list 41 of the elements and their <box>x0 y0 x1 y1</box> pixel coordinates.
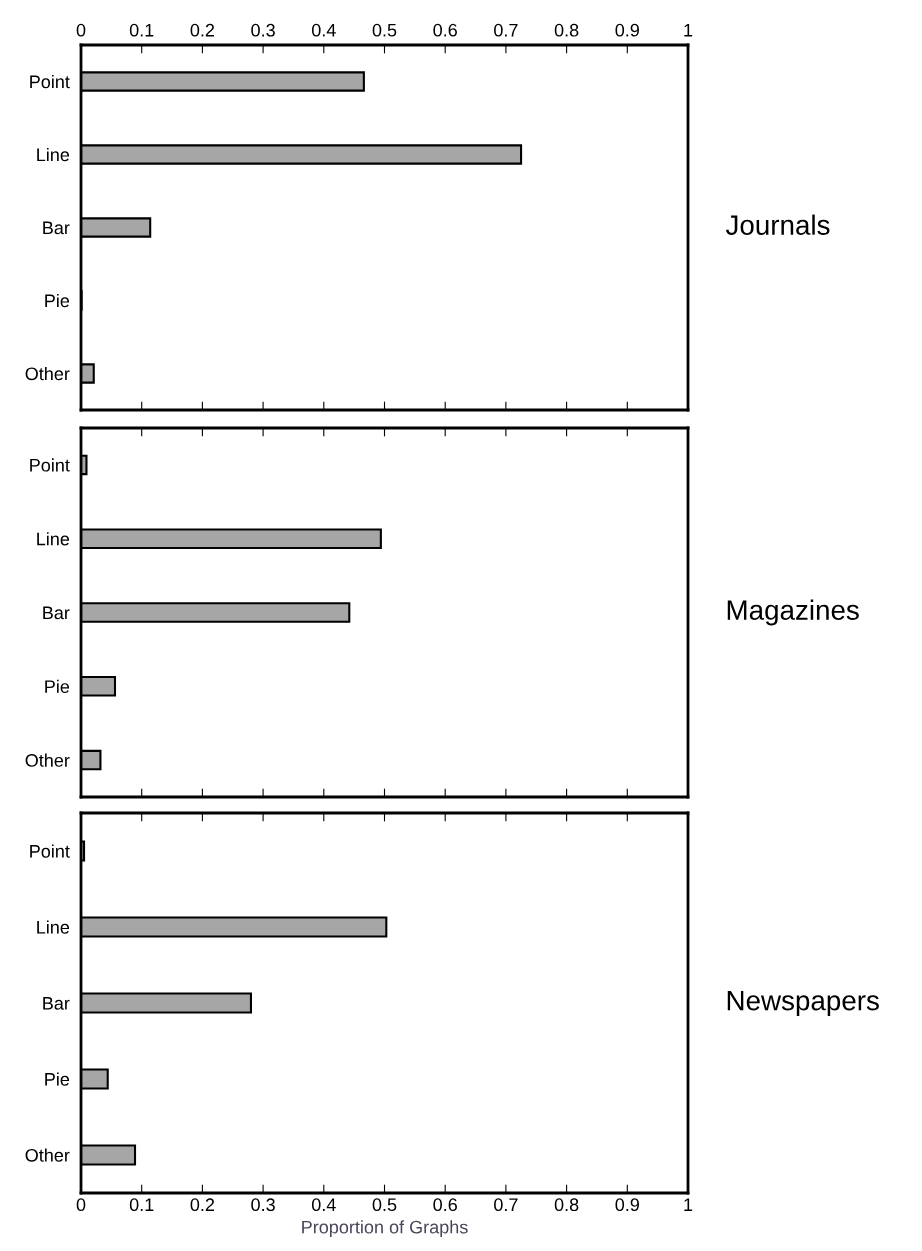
y2-axis-title: Magazines <box>727 599 859 626</box>
x-tick-label: 1 <box>684 1198 693 1211</box>
y-tick-label: Pie <box>45 679 70 694</box>
x-tick-label: 0.3 <box>251 1198 275 1212</box>
x-tick-label: 0.9 <box>615 23 639 37</box>
x-tick-label: 0.4 <box>311 23 336 37</box>
x-tick-label: 0.1 <box>129 1198 154 1212</box>
y-tick-label: Point <box>30 844 70 858</box>
y-tick-label: Bar <box>43 221 70 235</box>
x-tick-label: 0.2 <box>190 23 215 37</box>
x-tick-label: 1 <box>684 23 693 37</box>
x-tick-label: 0.4 <box>311 1198 336 1212</box>
x-tick-label: 0 <box>76 1198 86 1212</box>
y-tick-label: Other <box>25 753 70 767</box>
y-tick-label: Point <box>30 74 70 89</box>
y-tick-label: Line <box>37 920 70 934</box>
x-tick-label: 0.8 <box>554 23 579 37</box>
x-tick-label: 0.2 <box>190 1198 215 1212</box>
y-tick-label: Pie <box>45 1072 70 1086</box>
x-tick-label: 0.8 <box>554 1198 579 1212</box>
y-tick-label: Pie <box>45 293 70 308</box>
x-tick-label: 0.6 <box>433 1198 457 1212</box>
y-tick-label: Other <box>25 1148 70 1162</box>
y2-axis-title: Newspapers <box>727 991 879 1016</box>
y-tick-label: Other <box>25 366 70 381</box>
x-tick-label: 0.3 <box>251 23 275 37</box>
y-tick-label: Line <box>37 532 70 546</box>
x-tick-label: 0.1 <box>129 23 154 37</box>
x-tick-label: 0 <box>76 23 86 37</box>
x-tick-label: 0.5 <box>372 1198 397 1212</box>
x-tick-label: 0.9 <box>615 1198 639 1212</box>
x-tick-label: 0.7 <box>494 1198 518 1212</box>
x-tick-label: 0.6 <box>433 23 457 37</box>
x-axis-title: Proportion of Graphs <box>302 1220 468 1238</box>
y-tick-label: Bar <box>43 606 70 620</box>
y-tick-label: Bar <box>43 997 70 1010</box>
y2-axis-title: Journals <box>725 214 830 235</box>
y-tick-label: Point <box>30 458 70 472</box>
x-tick-label: 0.5 <box>372 23 397 37</box>
x-tick-label: 0.7 <box>494 23 518 37</box>
y-tick-label: Line <box>37 147 70 162</box>
